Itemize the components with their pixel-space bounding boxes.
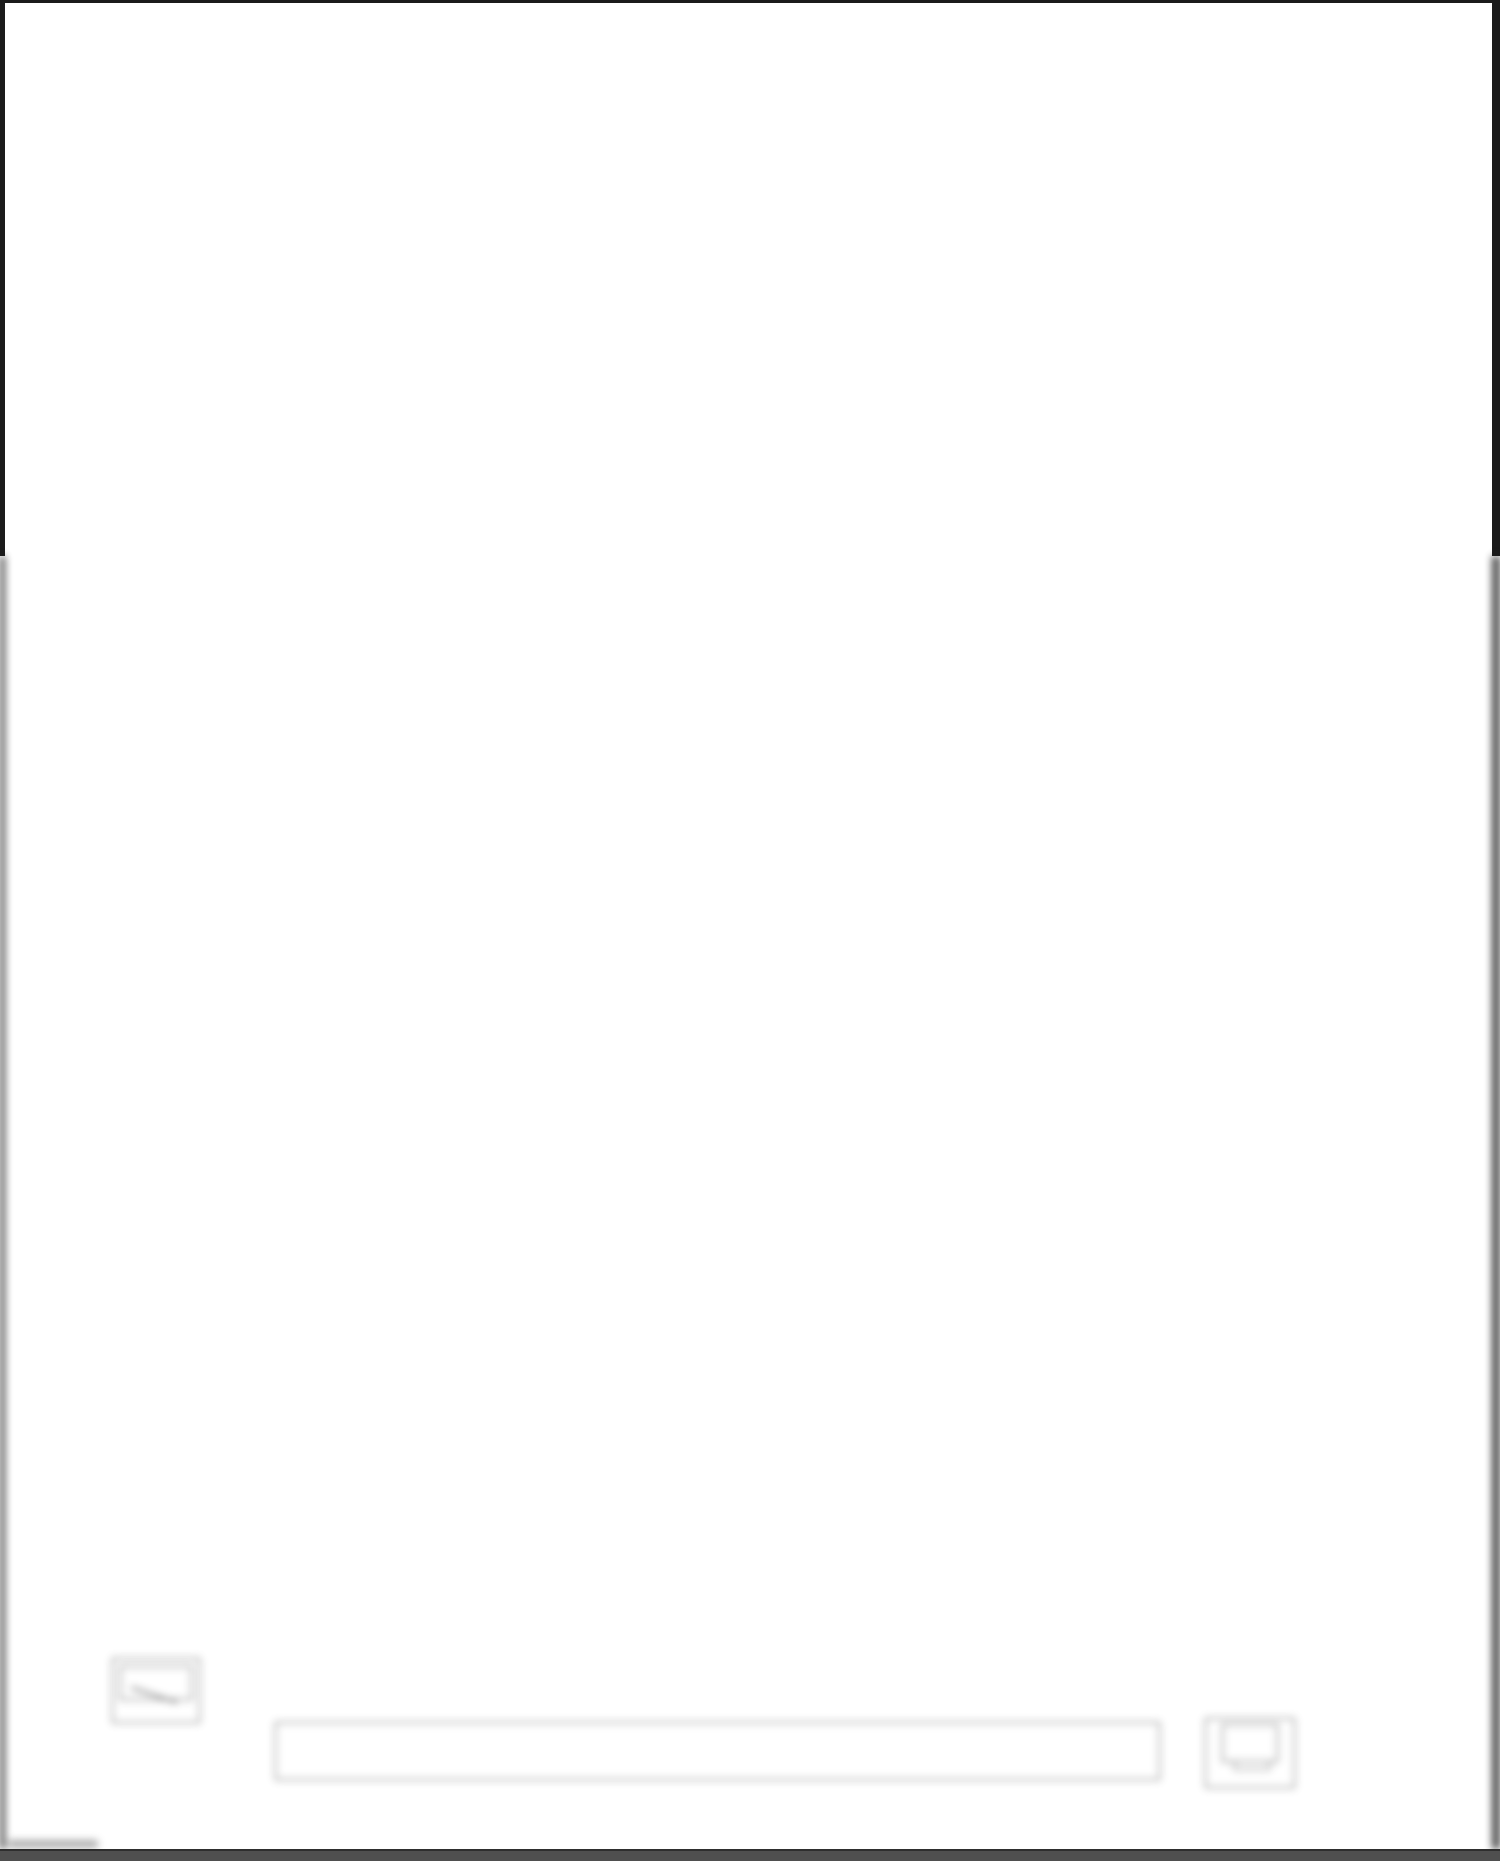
fuse-box-notch xyxy=(1234,1762,1270,1770)
page-border-right xyxy=(1492,0,1500,556)
oil-level-sensor-inner xyxy=(120,1666,192,1700)
page-border-left xyxy=(0,0,5,556)
fuse-box-inner xyxy=(1222,1724,1278,1762)
footer-bar xyxy=(0,1849,1500,1861)
page-border-left-lower xyxy=(0,556,5,1849)
watermark-smudge xyxy=(8,1840,98,1848)
page-border-right-lower xyxy=(1492,556,1500,1849)
ecm-box xyxy=(275,1722,1160,1780)
page-border-top xyxy=(0,0,1500,3)
